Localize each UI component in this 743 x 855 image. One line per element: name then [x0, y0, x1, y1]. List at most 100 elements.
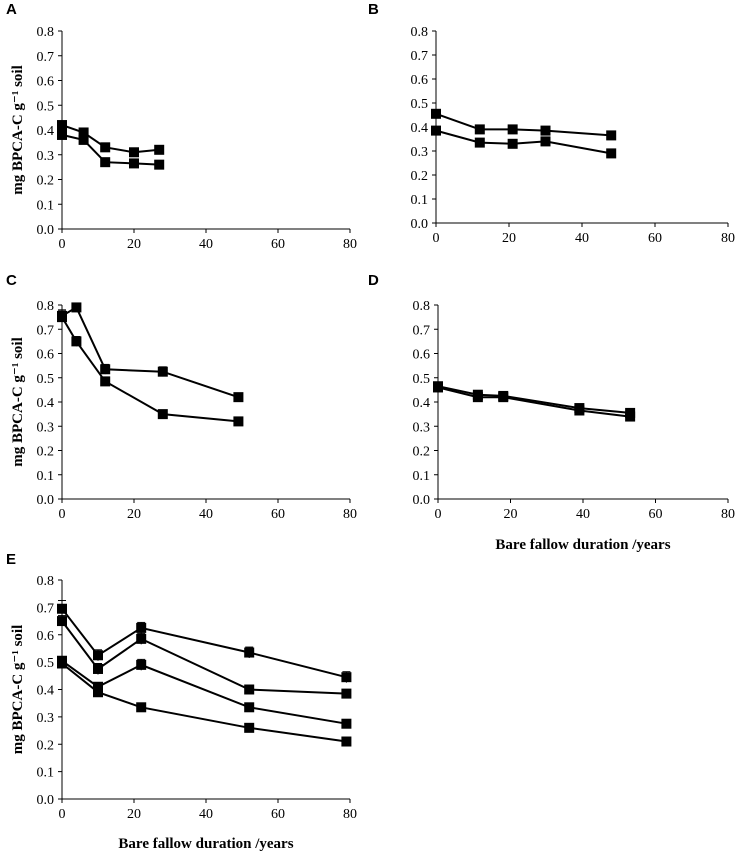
panel-a-y-tick-label: 0.5: [37, 99, 55, 114]
panel-c-series-2-point: [71, 336, 82, 347]
panel-e-series-4-point: [93, 687, 103, 698]
panel-e-series-3-point: [341, 718, 352, 729]
panel-e-y-tick-label: 0.6: [37, 629, 55, 644]
panel-e-x-axis-label: Bare fallow duration /years: [118, 836, 293, 852]
panel-d-y-tick-label: 0.2: [413, 445, 431, 460]
panel-e-y-tick-label: 0.0: [37, 793, 55, 808]
panel-d-y-tick-label: 0.0: [413, 493, 431, 508]
panel-b-x-tick-label: 80: [721, 231, 735, 246]
panel-e-x-tick-label: 0: [59, 807, 66, 822]
panel-e-series-3-point: [244, 702, 255, 713]
panel-d-series-2-point: [574, 405, 585, 416]
panel-e-series-2-point: [93, 663, 103, 674]
panel-c-y-tick-label: 0.5: [37, 372, 55, 387]
panel-e-series-1: [57, 600, 352, 683]
panel-d-series-2-point: [472, 392, 483, 403]
panel-e-y-tick-label: 0.2: [37, 738, 55, 753]
panel-e-series-4: [57, 658, 352, 747]
panel-e-y-tick-label: 0.3: [37, 711, 55, 726]
panel-a-letter: A: [6, 1, 17, 18]
panel-e-y-tick-label: 0.4: [37, 684, 55, 699]
panel-a-x-tick-label: 0: [59, 237, 66, 252]
panel-a-x-tick-label: 80: [343, 237, 357, 252]
panel-e-series-3-point: [136, 659, 147, 670]
panel-d-x-axis-label: Bare fallow duration /years: [495, 537, 670, 553]
panel-e-series-1-point: [244, 647, 255, 658]
panel-c-series-1-point: [100, 364, 111, 375]
panel-a-series-1: [57, 120, 165, 158]
panel-c-series-2-point: [100, 376, 111, 387]
panel-d-series-2: [433, 382, 636, 422]
panel-e-series-2-point: [244, 684, 255, 695]
panel-c-series-1-point: [157, 366, 168, 377]
panel-e-series-4-point: [57, 658, 67, 669]
panel-a-series-2-point: [154, 159, 165, 170]
panel-d-series-2-point: [498, 392, 509, 403]
panel-c-y-tick-label: 0.7: [37, 323, 55, 338]
panel-e-y-tick-label: 0.1: [37, 766, 55, 781]
panel-e-series-1-point: [57, 603, 67, 614]
panel-b-letter: B: [368, 1, 379, 18]
panel-d-y-tick-label: 0.3: [413, 420, 431, 435]
panel-a-x-tick-label: 60: [271, 237, 285, 252]
panel-a-series-1-point: [154, 144, 165, 155]
panel-c-series-1-point: [71, 302, 82, 313]
panel-d-series-1-line: [437, 385, 631, 414]
panel-b-series-2-point: [606, 148, 617, 159]
panel-a: A 0.0 0.1 0.2 0.3 0.4 0.5 0.6 0.7 0.8 0 20 40 60 80 mg …: [6, 1, 357, 252]
panel-a-y-tick-label: 0.3: [37, 149, 55, 164]
panel-d-y-tick-label: 0.4: [413, 396, 431, 411]
panel-c-y-tick-label: 0.1: [37, 469, 55, 484]
panel-e-series-1-point: [341, 672, 352, 683]
panel-c-series-1-point: [233, 392, 244, 403]
panel-c-series-2-point: [233, 416, 244, 427]
panel-b: B 0.0 0.1 0.2 0.3 0.4 0.5 0.6 0.7 0.8 0 20 40 60 80: [368, 1, 735, 246]
panel-c-y-tick-label: 0.3: [37, 420, 55, 435]
panel-c-x-tick-label: 80: [343, 507, 357, 522]
panel-a-series-1-point: [129, 147, 139, 158]
panel-b-x-tick-label: 60: [648, 231, 662, 246]
panel-e-y-tick-label: 0.5: [37, 656, 55, 671]
panel-d-x-tick-label: 80: [721, 507, 735, 522]
panel-a-series-1-point: [57, 120, 67, 131]
panel-a-series-2: [57, 129, 165, 170]
panel-e-x-tick-label: 40: [199, 807, 213, 822]
panel-b-series-2-point: [474, 137, 485, 148]
panel-b-series-2: [431, 125, 617, 159]
panel-e-series-4-point: [244, 722, 255, 733]
panel-d-series-1: [433, 381, 636, 418]
panel-a-series-1-point: [100, 142, 111, 153]
panel-b-y-tick-label: 0.3: [411, 145, 429, 160]
panel-c-y-tick-label: 0.2: [37, 445, 55, 460]
panel-b-y-tick-label: 0.0: [411, 217, 429, 232]
panel-b-y-tick-label: 0.8: [411, 25, 429, 40]
panel-d: D 0.0 0.1 0.2 0.3 0.4 0.5 0.6 0.7 0.8 0 20 40 60 80 Bar…: [368, 272, 735, 553]
panel-d-series-2-point: [433, 382, 443, 393]
panel-a-series-2-point: [57, 129, 67, 140]
panel-e-y-axis-label: mg BPCA-C g⁻¹ soil: [10, 625, 26, 755]
panel-c-y-tick-label: 0.6: [37, 348, 55, 363]
panel-a-y-tick-label: 0.0: [37, 223, 55, 238]
panel-a-series-2-point: [129, 158, 139, 169]
panel-c-series-2: [57, 309, 244, 427]
panel-e-series-4-line: [61, 662, 347, 743]
panel-e-series-3-point: [93, 681, 103, 692]
panel-b-y-tick-label: 0.4: [411, 121, 429, 136]
panel-c-x-tick-label: 60: [271, 507, 285, 522]
panel-e-y-tick-label: 0.7: [37, 601, 55, 616]
panel-d-x-tick-label: 20: [504, 507, 518, 522]
panel-a-x-tick-label: 20: [127, 237, 141, 252]
panel-e-x-tick-label: 80: [343, 807, 357, 822]
panel-b-y-tick-label: 0.2: [411, 169, 429, 184]
panel-e-x-tick-label: 60: [271, 807, 285, 822]
panel-b-series-1-point: [431, 108, 441, 119]
panel-e-series-2-point: [136, 633, 147, 644]
panel-d-x-tick-label: 40: [576, 507, 590, 522]
panel-e-series-4-point: [136, 702, 147, 713]
panel-b-y-tick-label: 0.1: [411, 193, 429, 208]
panel-c-y-axis-label: mg BPCA-C g⁻¹ soil: [10, 337, 26, 467]
panel-a-x-tick-label: 40: [199, 237, 213, 252]
panel-b-series-2-point: [540, 136, 551, 147]
panel-a-y-tick-label: 0.8: [37, 25, 55, 40]
